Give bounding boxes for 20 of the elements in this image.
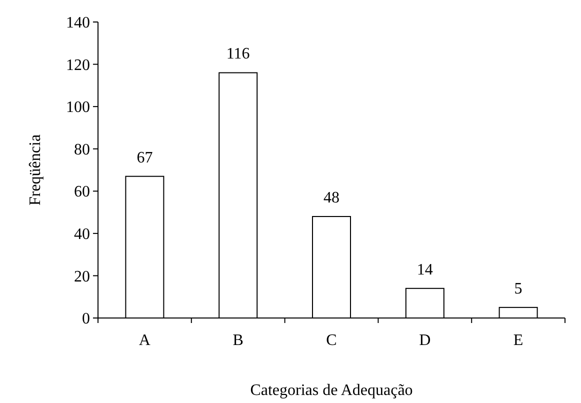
- x-tick-label: E: [513, 332, 524, 349]
- x-tick-label: C: [326, 332, 337, 349]
- y-tick-label: 80: [74, 141, 90, 158]
- data-label: 67: [136, 149, 153, 166]
- y-tick-label: 100: [66, 99, 90, 116]
- y-axis-title: Freqüência: [27, 134, 44, 206]
- x-tick-label: B: [232, 332, 244, 349]
- data-label: 5: [514, 280, 522, 298]
- x-tick-label: A: [138, 332, 151, 349]
- y-tick-label: 60: [74, 184, 90, 201]
- data-label: 116: [226, 46, 250, 63]
- data-label: 14: [416, 261, 433, 278]
- y-tick-label: 40: [74, 226, 90, 244]
- y-tick-label: 20: [74, 268, 90, 286]
- x-axis-title: Categorias de Adequação: [250, 382, 413, 399]
- x-tick-label: D: [419, 332, 431, 349]
- y-tick-label: 0: [82, 310, 90, 328]
- y-tick-label: 140: [66, 14, 90, 32]
- data-label: 48: [324, 190, 340, 207]
- y-tick-label: 120: [66, 56, 90, 74]
